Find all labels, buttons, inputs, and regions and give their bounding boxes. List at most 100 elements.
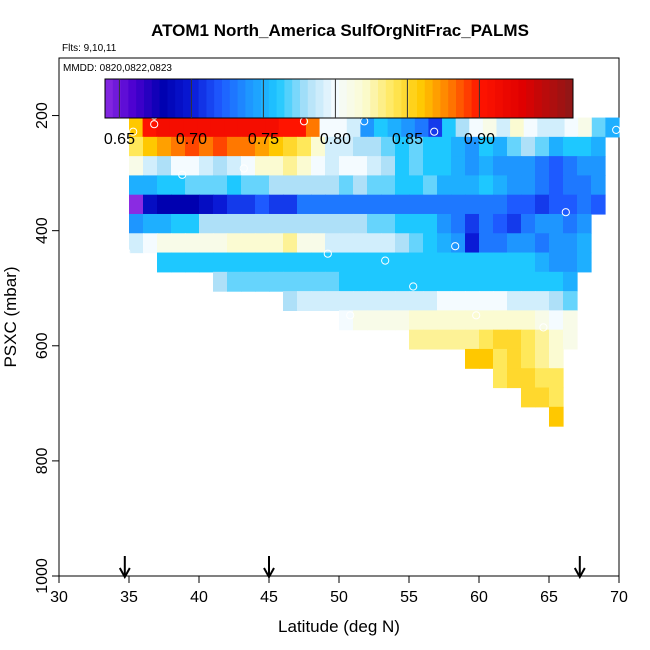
heatmap-cell <box>563 136 578 157</box>
heatmap-cell <box>227 194 242 215</box>
heatmap-cell <box>535 329 550 350</box>
heatmap-cell <box>255 252 270 273</box>
heatmap-cell <box>353 175 368 196</box>
heatmap-cell <box>549 175 564 196</box>
heatmap-cell <box>213 175 228 196</box>
heatmap-cell <box>297 291 312 311</box>
heatmap-cell <box>507 271 522 292</box>
track-point <box>451 242 460 251</box>
heatmap-cell <box>507 368 522 389</box>
heatmap-cell <box>563 252 578 273</box>
heatmap-cell <box>423 271 438 292</box>
heatmap-cell <box>283 194 298 215</box>
x-axis: 30 35 40 45 50 55 60 65 70 <box>50 576 628 606</box>
colorbar-segment <box>393 79 402 118</box>
heatmap-cell <box>409 252 424 273</box>
heatmap-cell <box>563 175 578 196</box>
heatmap-cell <box>507 156 522 177</box>
heatmap-cell <box>479 348 494 369</box>
heatmap-cell <box>367 310 382 331</box>
heatmap-cell <box>185 252 200 273</box>
colorbar-segment <box>175 79 184 118</box>
colorbar-segment <box>183 79 192 118</box>
heatmap-cell <box>563 233 578 254</box>
colorbar-tick-label: 0.80 <box>320 131 351 148</box>
colorbar-segment <box>144 79 153 118</box>
heatmap-cell <box>563 194 578 215</box>
heatmap-cell <box>409 233 424 254</box>
arrow-head <box>263 567 275 580</box>
heatmap-cell <box>465 329 480 350</box>
heatmap-cell <box>493 252 508 273</box>
heatmap-cell <box>171 233 186 254</box>
heatmap-cell <box>213 156 228 177</box>
colorbar-segment <box>424 79 434 118</box>
heatmap-cell <box>563 310 578 331</box>
heatmap-cell <box>185 136 200 157</box>
heatmap-cell <box>353 291 368 311</box>
heatmap-cell <box>409 136 424 157</box>
heatmap-cell <box>535 156 550 177</box>
heatmap-cell <box>521 175 536 196</box>
heatmap-cell <box>292 117 307 138</box>
mmdd-label: MMDD: 0820,0822,0823 <box>63 63 172 74</box>
heatmap-cell <box>465 194 480 215</box>
heatmap-cell <box>549 368 564 389</box>
heatmap-cell <box>535 387 550 408</box>
heatmap-cell <box>297 156 312 177</box>
heatmap-cell <box>353 233 368 254</box>
heatmap-cell <box>535 175 550 196</box>
heatmap-cell <box>297 252 312 273</box>
heatmap-cell <box>319 117 334 138</box>
colorbar-segment <box>315 79 324 118</box>
heatmap-cell <box>237 117 253 138</box>
heatmap-cell <box>455 117 470 138</box>
colorbar-tick-label: 0.70 <box>176 131 207 148</box>
colorbar-segment <box>479 79 488 118</box>
heatmap-cell <box>171 175 186 196</box>
heatmap-cell <box>283 156 298 177</box>
heatmap-cell <box>199 252 214 273</box>
heatmap-cell <box>353 252 368 273</box>
heatmap-cell <box>564 117 579 138</box>
heatmap-cell <box>199 175 214 196</box>
track-point <box>323 249 332 258</box>
colorbar-segment <box>323 79 332 118</box>
heatmap-cell <box>493 368 508 389</box>
heatmap-cell <box>157 136 172 157</box>
y-axis: 200 400 600 800 1000 <box>34 102 59 594</box>
heatmap-cell <box>157 213 172 234</box>
colorbar-segment <box>167 79 176 118</box>
heatmap-cell <box>535 233 550 254</box>
heatmap-cell <box>143 156 158 177</box>
colorbar-segment <box>362 79 371 118</box>
heatmap-cell <box>339 310 354 331</box>
x-tick-label: 50 <box>330 589 348 606</box>
y-tick-label: 600 <box>34 332 51 359</box>
heatmap-cell <box>395 310 410 331</box>
heatmap-cell <box>451 310 466 331</box>
track-point <box>194 291 204 300</box>
heatmap-cell <box>507 329 522 350</box>
heatmap-cell <box>381 271 396 292</box>
heatmap-cell <box>157 194 172 215</box>
x-tick-label: 70 <box>610 589 628 606</box>
heatmap-cell <box>442 117 457 138</box>
heatmap-cell <box>535 291 550 311</box>
heatmap-cell <box>311 175 326 196</box>
colorbar-segment <box>206 79 215 118</box>
heatmap-cell <box>535 213 550 234</box>
heatmap-cell <box>325 271 340 292</box>
heatmap-cell <box>339 233 354 254</box>
heatmap-cell <box>493 329 508 350</box>
heatmap-cell <box>577 156 592 177</box>
colorbar-segment <box>222 79 231 118</box>
heatmap-cell <box>157 175 172 196</box>
heatmap-cell <box>199 194 214 215</box>
colorbar-segment <box>253 79 262 118</box>
heatmap-cell <box>493 175 508 196</box>
heatmap-cell <box>549 406 564 427</box>
heatmap-cell <box>129 117 144 138</box>
colorbar-segment <box>440 79 449 118</box>
